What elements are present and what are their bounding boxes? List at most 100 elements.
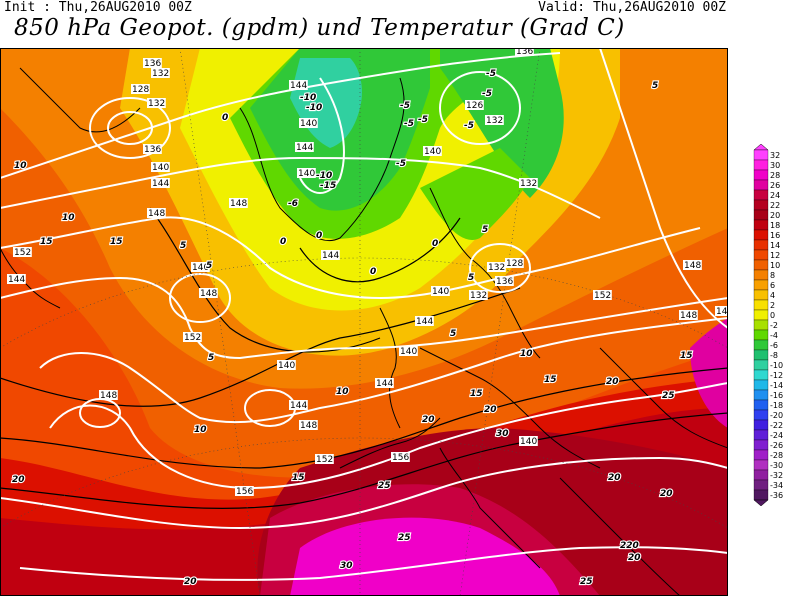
legend-label: -36: [770, 491, 783, 500]
geopotential-label: 144: [290, 81, 307, 91]
legend-top-arrow: [753, 144, 769, 151]
geopotential-label: 148: [684, 261, 701, 271]
legend-label: 18: [770, 221, 780, 230]
geopotential-label-bg: [321, 250, 340, 260]
geopotential-label-bg: [299, 420, 318, 430]
valid-time: Valid: Thu,26AUG2010 00Z: [538, 0, 726, 15]
geopotential-label: 128: [506, 259, 523, 269]
legend-swatch: [753, 269, 769, 281]
legend-label: 6: [770, 281, 775, 290]
temperature-label: -5: [396, 159, 406, 169]
legend-label: -12: [770, 371, 783, 380]
temperature-label: 0: [316, 231, 322, 241]
geopotential-label-bg: [229, 198, 248, 208]
geopotential-label: 144: [416, 317, 433, 327]
geopotential-label: 140: [520, 437, 537, 447]
geopotential-label-bg: [131, 84, 150, 94]
geopotential-label-bg: [297, 168, 316, 178]
temperature-label: -5: [418, 115, 428, 125]
legend-swatch: [753, 439, 769, 451]
temperature-label: 0: [432, 239, 438, 249]
geopotential-label: 128: [132, 85, 149, 95]
temperature-label: 25: [580, 577, 593, 587]
legend-swatch: [753, 409, 769, 421]
geopotential-label: 136: [516, 48, 533, 57]
legend-bottom-arrow: [753, 499, 769, 506]
geopotential-label-bg: [289, 400, 308, 410]
legend-label: -2: [770, 321, 778, 330]
legend-swatch: [753, 249, 769, 261]
legend-swatch: [753, 389, 769, 401]
legend-label: 14: [770, 241, 780, 250]
temperature-label: 30: [340, 561, 353, 571]
temperature-label: 10: [14, 161, 27, 171]
legend-swatch: [753, 209, 769, 221]
temperature-label: 5: [652, 81, 658, 91]
temperature-label: 5: [482, 225, 488, 235]
geopotential-label-bg: [235, 486, 254, 496]
legend-label: -32: [770, 471, 783, 480]
geopotential-label: 140: [278, 361, 295, 371]
temperature-label: 20: [606, 377, 619, 387]
geopotential-label: 136: [144, 145, 161, 155]
legend-label: -28: [770, 451, 783, 460]
temperature-label: 5: [180, 241, 186, 251]
legend-label: -20: [770, 411, 783, 420]
geopotential-label-bg: [399, 346, 418, 356]
temperature-legend: 32302826242220181614121086420-2-4-6-8-10…: [753, 144, 783, 506]
geopotential-label-bg: [515, 48, 534, 56]
temperature-label: 20: [660, 489, 673, 499]
temperature-label: 10: [62, 213, 75, 223]
temp-band-scand: [420, 148, 530, 240]
map-frame: [0, 48, 728, 596]
legend-swatch: [753, 299, 769, 311]
geopotential-label: 148: [100, 391, 117, 401]
geopotential-label-bg: [415, 316, 434, 326]
legend-swatch: [753, 459, 769, 471]
legend-swatch: [753, 339, 769, 351]
temperature-label: 20: [184, 577, 197, 587]
legend-label: 26: [770, 181, 780, 190]
geopotential-label: 132: [486, 116, 503, 126]
legend-swatch: [753, 239, 769, 251]
geopotential-label: 126: [466, 101, 483, 111]
legend-swatch: [753, 329, 769, 341]
geopotential-label: 140: [192, 263, 209, 273]
geopotential-label: 144: [152, 179, 169, 189]
temperature-label: 15: [40, 237, 53, 247]
legend-label: 28: [770, 171, 780, 180]
legend-label: 10: [770, 261, 780, 270]
legend-swatch: [753, 349, 769, 361]
geopotential-label: 140: [298, 169, 315, 179]
legend-swatch: [753, 149, 769, 161]
geopotential-label: 132: [520, 179, 537, 189]
temperature-label: 10: [336, 387, 349, 397]
temperature-label: 20: [628, 553, 641, 563]
legend-swatch: [753, 469, 769, 481]
temperature-label: 5: [450, 329, 456, 339]
geopotential-label: 148: [148, 209, 165, 219]
geopotential-label-bg: [375, 378, 394, 388]
legend-label: -4: [770, 331, 778, 340]
legend-swatch: [753, 429, 769, 441]
geopotential-label: 132: [488, 263, 505, 273]
temperature-label: 15: [110, 237, 123, 247]
geopotential-label-bg: [593, 290, 612, 300]
legend-label: 8: [770, 271, 775, 280]
legend-swatch: [753, 379, 769, 391]
geopotential-label-bg: [183, 332, 202, 342]
legend-label: -22: [770, 421, 783, 430]
temp-band-26-east: [690, 318, 728, 428]
legend-label: -26: [770, 441, 783, 450]
legend-swatch: [753, 489, 769, 501]
temperature-label: 5: [468, 273, 474, 283]
geopotential-label: 148: [200, 289, 217, 299]
temperature-label: 20: [484, 405, 497, 415]
geopotential-label: 136: [496, 277, 513, 287]
geopotential-label-bg: [147, 208, 166, 218]
init-time: Init : Thu,26AUG2010 00Z: [4, 0, 192, 15]
legend-swatch: [753, 159, 769, 171]
geopotential-label: 148: [300, 421, 317, 431]
graticule: [0, 48, 728, 596]
legend-label: 20: [770, 211, 780, 220]
